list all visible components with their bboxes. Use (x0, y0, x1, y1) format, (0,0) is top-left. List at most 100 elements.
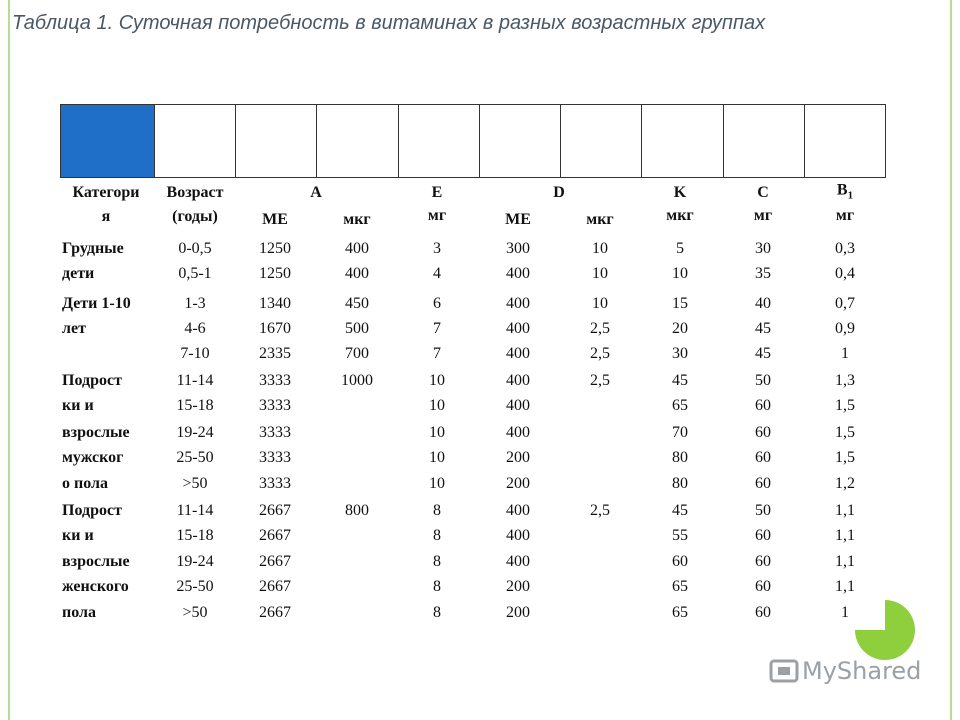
cell: 20 (672, 320, 688, 337)
cell: 60 (755, 475, 771, 492)
cell: 0,9 (835, 320, 855, 337)
cell: 60 (755, 397, 771, 414)
cell: 400 (506, 527, 530, 544)
cell: 3333 (259, 449, 291, 466)
cell: 10 (592, 295, 608, 312)
header-category: я (101, 208, 111, 225)
group-label: женского (62, 578, 129, 595)
cell: 11-14 (176, 372, 214, 389)
vitamin-sub: 1 (847, 189, 854, 202)
cell: 400 (506, 265, 530, 282)
cell: 0-0,5 (178, 240, 212, 257)
cell: 200 (506, 604, 530, 621)
vitamin-unit: мкг (586, 211, 614, 228)
group-label: ки и (62, 527, 94, 544)
slide-title: Таблица 1. Суточная потребность в витами… (12, 12, 766, 34)
cell: 65 (672, 604, 688, 621)
vitamin-unit: МЕ (262, 211, 288, 228)
cell: 30 (672, 345, 688, 362)
cell: 65 (672, 397, 688, 414)
cell: 400 (506, 397, 530, 414)
cell: 1,2 (835, 475, 855, 492)
vitamin-unit: мкг (666, 207, 694, 224)
watermark: MyShared (768, 656, 921, 686)
cell: 400 (345, 240, 369, 257)
cell: 15-18 (176, 527, 214, 544)
vitamin-unit: мг (835, 207, 855, 224)
cell: 200 (506, 475, 530, 492)
cell: 45 (755, 345, 771, 362)
cell: 1250 (259, 240, 291, 257)
group-label: Грудные (62, 240, 124, 257)
cell: 400 (506, 553, 530, 570)
cell: 60 (755, 424, 771, 441)
cell: 8 (433, 527, 441, 544)
cell: 0,5-1 (178, 265, 212, 282)
cell: 45 (672, 502, 688, 519)
vitamin-name: K (673, 184, 687, 201)
cell: 1,1 (835, 553, 855, 570)
cell: 25-50 (176, 578, 214, 595)
cell: 1,1 (835, 527, 855, 544)
decor-circle (855, 600, 915, 660)
cell: 15 (672, 295, 688, 312)
cell: 10 (592, 240, 608, 257)
cell: 70 (672, 424, 688, 441)
cell: 450 (345, 295, 369, 312)
cell: 2667 (259, 604, 291, 621)
cell: >50 (182, 604, 208, 621)
cell: 7 (433, 345, 441, 362)
header-age: Возраст (166, 184, 224, 201)
cell: 1 (841, 604, 849, 621)
cell: 1,3 (835, 372, 855, 389)
vitamin-name: E (431, 184, 443, 201)
cell: 3333 (259, 372, 291, 389)
cell: 2667 (259, 578, 291, 595)
group-label: ки и (62, 397, 94, 414)
cell: 200 (506, 578, 530, 595)
cell: 1 (841, 345, 849, 362)
cell: 0,4 (835, 265, 855, 282)
right-border (950, 0, 952, 720)
cell: 50 (755, 502, 771, 519)
group-label: Подрост (62, 502, 122, 519)
cell: 7-10 (180, 345, 210, 362)
cell: 400 (506, 424, 530, 441)
cell: 500 (345, 320, 369, 337)
cell: 4-6 (184, 320, 206, 337)
vitamin-name: D (553, 184, 565, 201)
cell: 10 (429, 424, 445, 441)
cell: 65 (672, 578, 688, 595)
cell: 55 (672, 527, 688, 544)
cell: 2,5 (590, 372, 610, 389)
cell: 2,5 (590, 320, 610, 337)
header-grid (60, 104, 886, 178)
cell: 400 (506, 320, 530, 337)
cell: 3333 (259, 397, 291, 414)
cell: 60 (755, 553, 771, 570)
cell: 2667 (259, 502, 291, 519)
group-label: пола (62, 604, 96, 621)
cell: 60 (672, 553, 688, 570)
group-label: взрослые (62, 424, 130, 441)
cell: 1340 (259, 295, 291, 312)
watermark-text: MyShared (802, 657, 922, 685)
cell: 25-50 (176, 449, 214, 466)
cell: 400 (506, 295, 530, 312)
vitamin-unit: мг (427, 207, 447, 224)
cell: 80 (672, 449, 688, 466)
cell: 400 (345, 265, 369, 282)
vitamin-name: B1 (836, 181, 854, 202)
cell: 1,1 (835, 578, 855, 595)
cell: 1,5 (835, 424, 855, 441)
cell: 30 (755, 240, 771, 257)
header-category: Категори (72, 184, 140, 201)
cell: 19-24 (176, 424, 214, 441)
cell: 19-24 (176, 553, 214, 570)
cell: 4 (433, 265, 441, 282)
cell: 2,5 (590, 345, 610, 362)
cell: 700 (345, 345, 369, 362)
vitamin-unit: МЕ (505, 211, 531, 228)
vitamin-unit: мг (753, 207, 773, 224)
cell: 5 (676, 240, 684, 257)
